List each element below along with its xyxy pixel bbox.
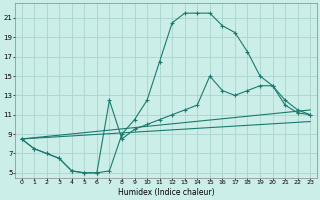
X-axis label: Humidex (Indice chaleur): Humidex (Indice chaleur) <box>117 188 214 197</box>
